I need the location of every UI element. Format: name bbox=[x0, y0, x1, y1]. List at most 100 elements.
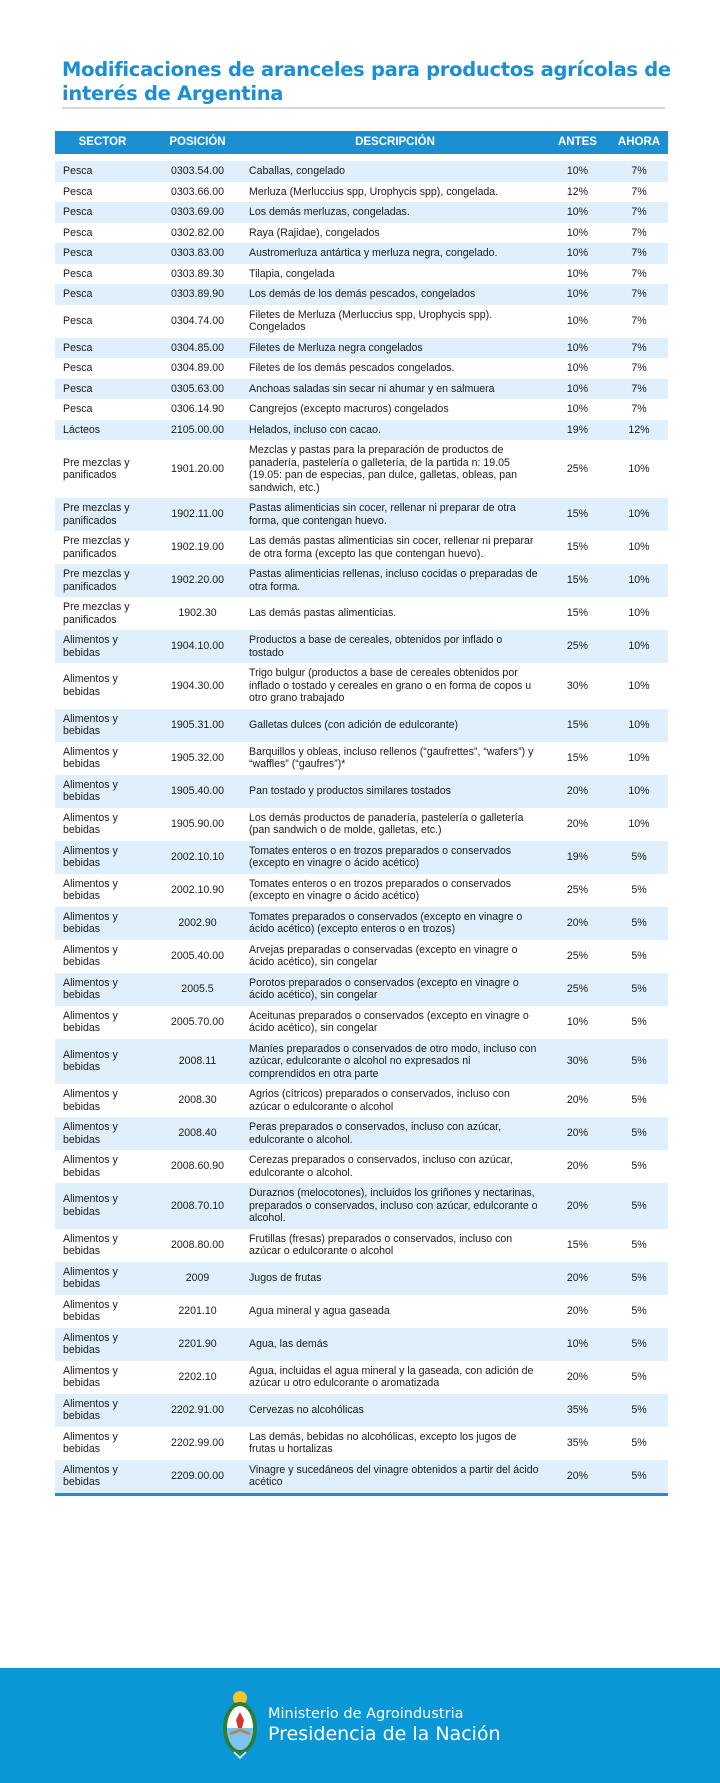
cell-sector: Alimentos y bebidas bbox=[55, 1261, 150, 1295]
cell-now: 7% bbox=[631, 226, 647, 239]
cell-before: 10% bbox=[566, 267, 589, 280]
cell-position: 0303.89.90 bbox=[150, 284, 245, 305]
cell-position: 2202.99.00 bbox=[170, 1436, 225, 1449]
cell-now: 10% bbox=[610, 498, 668, 531]
table-row: Alimentos y bebidas 2002.10.90 Tomates ent… bbox=[55, 874, 668, 907]
cell-position: 0303.83.00 bbox=[150, 243, 245, 264]
cell-description: Tomates preparados o conservados (except… bbox=[245, 906, 545, 940]
header-position: POSICIÓN bbox=[150, 131, 245, 154]
cell-before: 10% bbox=[545, 1327, 610, 1361]
cell-position: 0305.63.00 bbox=[150, 378, 245, 399]
cell-sector: Alimentos y bebidas bbox=[55, 906, 150, 940]
cell-sector: Alimentos y bebidas bbox=[55, 1117, 150, 1150]
cell-before: 25% bbox=[566, 462, 589, 475]
cell-before: 20% bbox=[566, 1304, 589, 1317]
cell-now: 7% bbox=[610, 284, 668, 305]
cell-sector: Pesca bbox=[63, 185, 93, 198]
cell-before: 10% bbox=[545, 243, 610, 264]
cell-description: Helados, incluso con cacao. bbox=[245, 419, 545, 440]
cell-sector: Alimentos y bebidas bbox=[55, 972, 150, 1006]
argentina-coat-of-arms-icon bbox=[223, 1691, 257, 1760]
cell-position: 2008.30 bbox=[178, 1094, 217, 1107]
cell-description: Tilapia, congelada bbox=[249, 267, 335, 280]
cell-sector: Pesca bbox=[63, 362, 93, 374]
cell-position: 1902.19.00 bbox=[170, 541, 225, 554]
cell-before: 25% bbox=[566, 949, 589, 962]
cell-before: 20% bbox=[566, 1160, 589, 1173]
cell-description: Filetes de Merluza (Merluccius spp, Urop… bbox=[249, 308, 493, 334]
cell-position: 1904.10.00 bbox=[150, 630, 245, 663]
table-row: Alimentos y bebidas 1905.32.00 Barquillos … bbox=[55, 742, 668, 775]
cell-description: Raya (Rajidae), congelados bbox=[249, 226, 380, 239]
table-row: Pesca 0303.83.00 Austromerluza antártica y… bbox=[55, 243, 668, 264]
cell-sector: Alimentos y bebidas bbox=[55, 840, 150, 874]
cell-position: 2009 bbox=[150, 1261, 245, 1295]
cell-position: 2008.11 bbox=[150, 1038, 245, 1084]
table-row: Alimentos y bebidas 2008.60.90 Cerezas pre… bbox=[55, 1150, 668, 1183]
cell-sector: Pesca bbox=[55, 337, 150, 358]
cell-sector: Pesca bbox=[55, 284, 150, 305]
cell-description: Trigo bulgur (productos a base de cereal… bbox=[249, 667, 532, 704]
cell-description: Tomates enteros o en trozos preparados o… bbox=[249, 877, 512, 903]
cell-now: 5% bbox=[631, 1094, 647, 1107]
tariff-table: SECTOR POSICIÓN DESCRIPCIÓN ANTES AHORA … bbox=[55, 131, 668, 1496]
cell-description: Maníes preparados o conservados de otro … bbox=[245, 1038, 545, 1084]
cell-now: 7% bbox=[631, 362, 647, 374]
table-row: Alimentos y bebidas 2008.80.00 Frutillas (… bbox=[55, 1229, 668, 1262]
cell-position: 2008.70.10 bbox=[150, 1183, 245, 1229]
cell-now: 5% bbox=[610, 1261, 668, 1295]
cell-sector: Pesca bbox=[63, 314, 93, 327]
cell-position: 2002.10.10 bbox=[150, 840, 245, 874]
cell-position: 1905.32.00 bbox=[170, 751, 225, 764]
page-title: Modificaciones de aranceles para product… bbox=[62, 58, 671, 105]
table-row: Alimentos y bebidas 2209.00.00 Vinagre y s… bbox=[55, 1459, 668, 1493]
cell-before: 10% bbox=[566, 403, 589, 415]
footer: Ministerio de Agroindustria Presidencia … bbox=[0, 1668, 720, 1783]
cell-sector: Pesca bbox=[55, 378, 150, 399]
cell-position: 2005.40.00 bbox=[170, 949, 225, 962]
cell-before: 20% bbox=[566, 1094, 589, 1107]
table-row: Alimentos y bebidas 2008.70.10 Duraznos (m… bbox=[55, 1183, 668, 1229]
table-row: Alimentos y bebidas 2005.5 Porotos prepara… bbox=[55, 972, 668, 1006]
cell-sector: Pesca bbox=[63, 226, 93, 239]
cell-description: Peras preparados o conservados, incluso … bbox=[245, 1117, 545, 1150]
cell-now: 10% bbox=[628, 817, 650, 830]
cell-description: Vinagre y sucedáneos del vinagre obtenid… bbox=[245, 1459, 545, 1493]
table-row: Alimentos y bebidas 2009 Jugos de frutas 20… bbox=[55, 1261, 668, 1295]
cell-description: Agua mineral y agua gaseada bbox=[249, 1304, 390, 1317]
cell-description: Los demás merluzas, congeladas. bbox=[245, 202, 545, 223]
cell-sector: Pesca bbox=[55, 202, 150, 223]
table-row: Pesca 0303.69.00 Los demás merluzas, conge… bbox=[55, 202, 668, 223]
cell-sector: Alimentos y bebidas bbox=[55, 1183, 150, 1229]
cell-before: 15% bbox=[566, 607, 589, 620]
cell-description: Barquillos y obleas, incluso rellenos (“… bbox=[249, 745, 534, 771]
cell-before: 10% bbox=[566, 314, 589, 327]
cell-description: Galletas dulces (con adición de edulcora… bbox=[245, 708, 545, 742]
cell-sector: Pre mezclas y panificados bbox=[55, 498, 150, 531]
cell-sector: Alimentos y bebidas bbox=[63, 877, 118, 903]
cell-sector: Alimentos y bebidas bbox=[55, 630, 150, 663]
cell-before: 20% bbox=[566, 1370, 589, 1383]
cell-description: Porotos preparados o conservados (except… bbox=[245, 972, 545, 1006]
cell-sector: Pesca bbox=[55, 161, 150, 182]
table-row: Alimentos y bebidas 2002.10.10 Tomates ent… bbox=[55, 840, 668, 874]
table-row: Alimentos y bebidas 2008.30 Agrios (cítric… bbox=[55, 1084, 668, 1117]
title-divider bbox=[62, 107, 665, 109]
cell-sector: Alimentos y bebidas bbox=[55, 708, 150, 742]
cell-position: 0303.66.00 bbox=[170, 185, 225, 198]
table-row: Alimentos y bebidas 2005.70.00 Aceitunas p… bbox=[55, 1006, 668, 1039]
table-row: Pesca 0304.85.00 Filetes de Merluza negra … bbox=[55, 337, 668, 358]
cell-position: 1905.90.00 bbox=[170, 817, 225, 830]
cell-position: 2008.40 bbox=[150, 1117, 245, 1150]
cell-before: 20% bbox=[545, 906, 610, 940]
cell-position: 2008.60.90 bbox=[170, 1160, 225, 1173]
cell-description: Arvejas preparadas o conservadas (except… bbox=[249, 943, 518, 969]
cell-position: 1902.30 bbox=[178, 607, 217, 620]
table-header-row: SECTOR POSICIÓN DESCRIPCIÓN ANTES AHORA bbox=[55, 131, 668, 154]
cell-before: 25% bbox=[566, 883, 589, 896]
cell-now: 5% bbox=[631, 1304, 647, 1317]
header-spacer bbox=[55, 154, 668, 161]
cell-position: 0303.54.00 bbox=[150, 161, 245, 182]
cell-before: 15% bbox=[545, 498, 610, 531]
cell-sector: Pre mezclas y panificados bbox=[55, 564, 150, 597]
